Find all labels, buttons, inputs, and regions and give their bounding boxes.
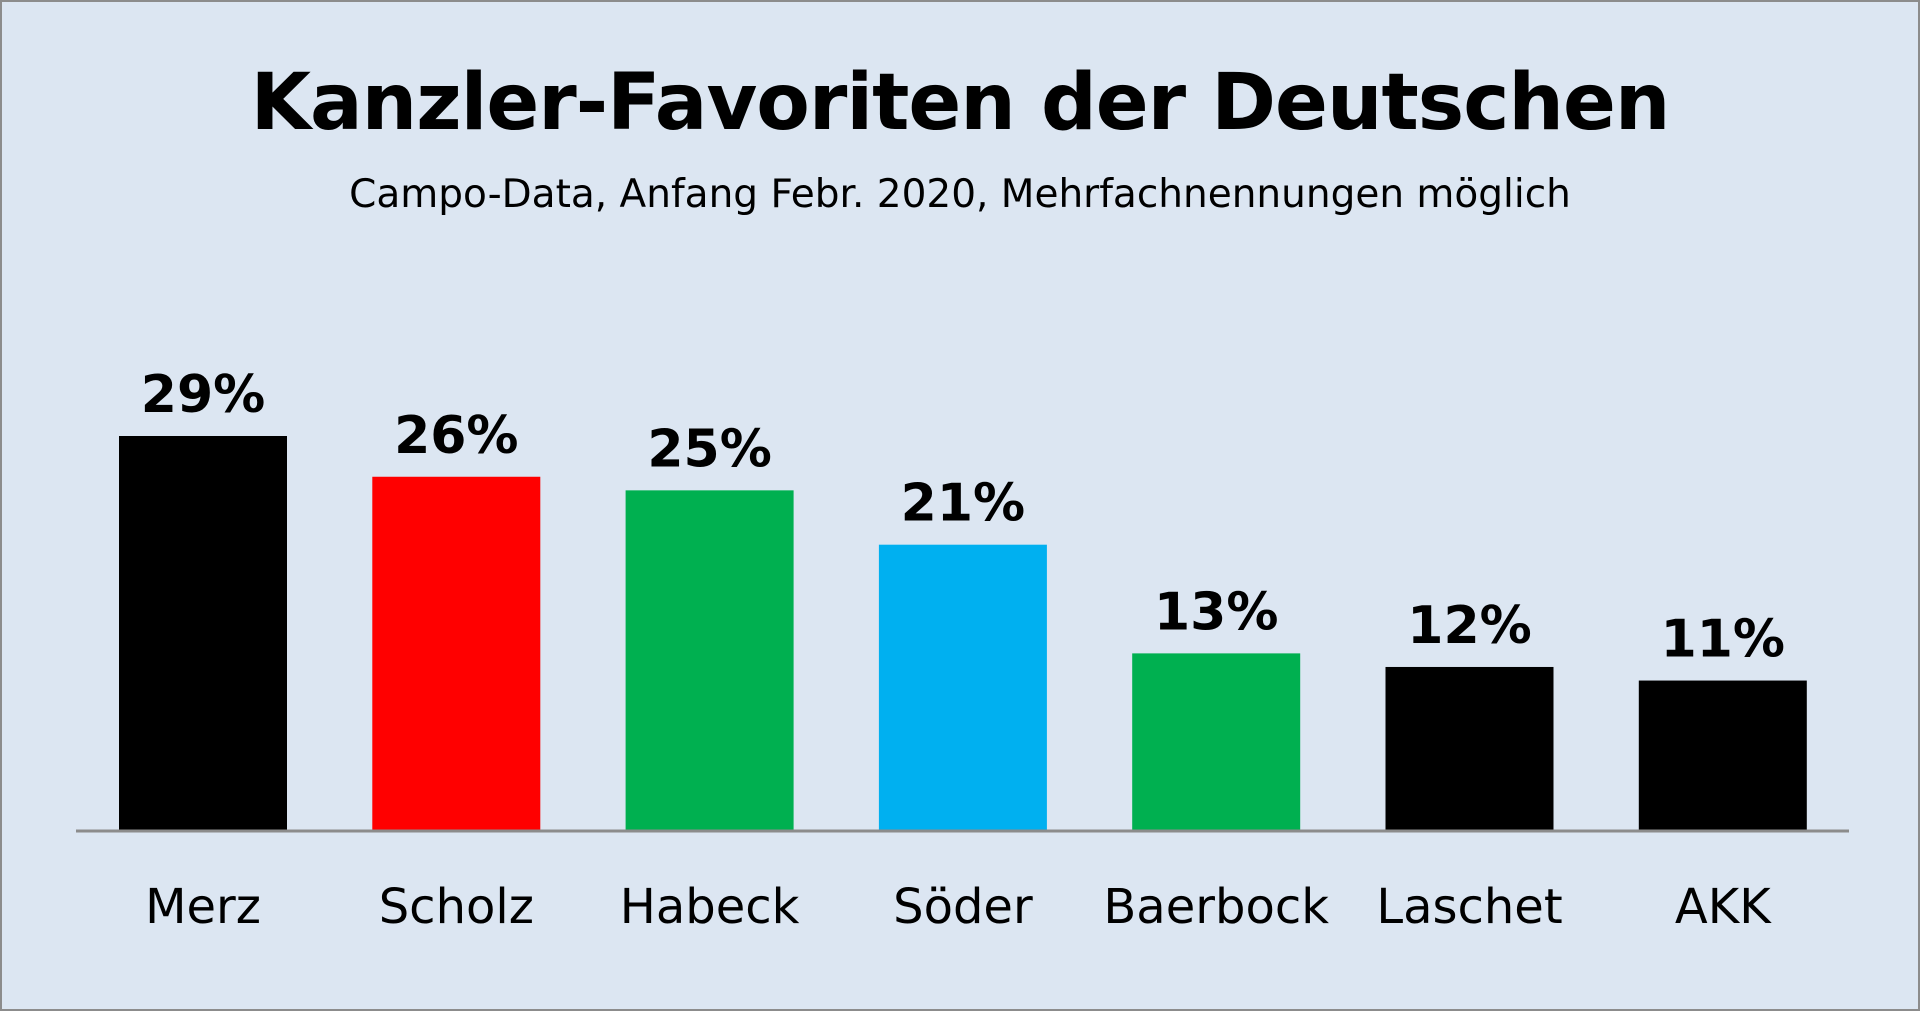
value-labels-group: 29% 26% 25% 21% 13% 12% 11% — [141, 365, 1785, 670]
chart-subtitle: Campo-Data, Anfang Febr. 2020, Mehrfachn… — [349, 172, 1571, 217]
bar-laschet — [1385, 666, 1554, 830]
category-label-scholz: Scholz — [379, 879, 534, 935]
value-label-habeck: 25% — [647, 419, 771, 479]
value-label-söder: 21% — [901, 474, 1025, 534]
value-label-laschet: 12% — [1407, 596, 1531, 656]
chart-title: Kanzler-Favoriten der Deutschen — [250, 58, 1671, 148]
bars-group — [119, 436, 1807, 830]
bar-scholz — [372, 476, 541, 830]
bar-söder — [878, 544, 1047, 830]
bar-akk — [1638, 680, 1807, 830]
category-label-merz: Merz — [145, 879, 261, 935]
bar-merz — [119, 436, 287, 830]
category-label-baerbock: Baerbock — [1103, 879, 1329, 935]
value-label-akk: 11% — [1661, 610, 1785, 670]
category-label-akk: AKK — [1675, 879, 1772, 935]
category-label-söder: Söder — [893, 879, 1033, 935]
category-label-habeck: Habeck — [620, 879, 800, 935]
value-label-baerbock: 13% — [1154, 582, 1278, 642]
value-label-scholz: 26% — [394, 406, 518, 466]
value-label-merz: 29% — [141, 365, 265, 425]
bar-baerbock — [1132, 653, 1301, 830]
bar-habeck — [625, 490, 794, 830]
category-labels-group: Merz Scholz Habeck Söder Baerbock Laschet AKK — [145, 879, 1772, 935]
category-label-laschet: Laschet — [1376, 879, 1562, 935]
